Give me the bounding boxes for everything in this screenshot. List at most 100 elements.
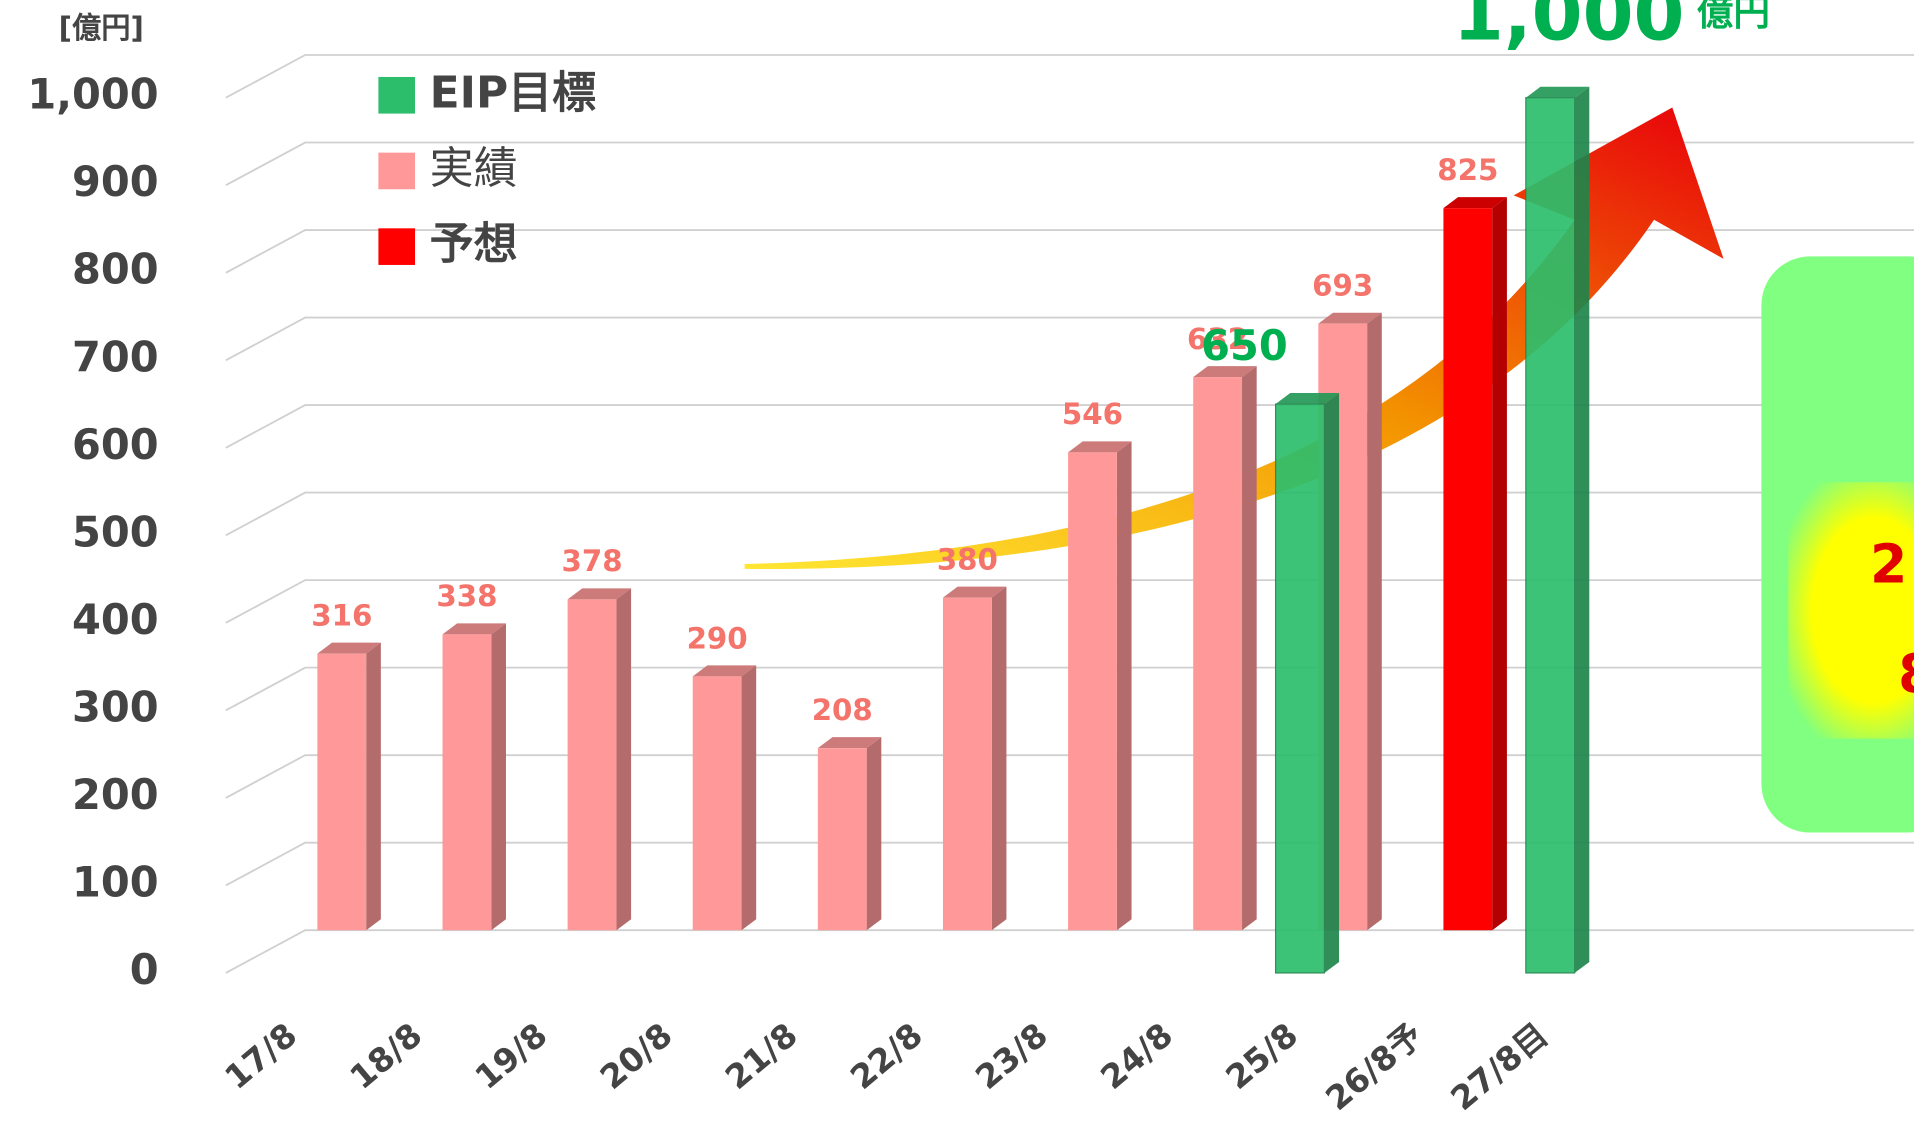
value-unit: 億円: [1697, 0, 1770, 34]
bar-top: [1068, 441, 1132, 453]
bar-top: [1193, 366, 1257, 378]
bar-side: [1324, 393, 1340, 973]
bar: [692, 665, 757, 931]
bar-front: [567, 599, 617, 931]
bar-front: [1068, 452, 1117, 931]
value-label: 380: [937, 543, 998, 577]
legend-label: 実績: [430, 143, 518, 194]
legend-label: 予想: [430, 219, 518, 270]
value-label: 316: [311, 599, 372, 633]
y-tick-label: 1,000: [27, 70, 158, 119]
y-tick-label: 100: [72, 857, 159, 906]
callout-text: 8: [1898, 642, 1914, 705]
grid-line: [225, 929, 1914, 974]
y-tick-label: 200: [72, 770, 159, 819]
legend-swatch: [378, 76, 416, 114]
y-tick-label: 500: [72, 507, 159, 556]
callout-text: 2 0: [1870, 532, 1914, 595]
value-label: 546: [1062, 397, 1123, 431]
x-tick-label: 22/8: [843, 1015, 930, 1097]
bar-front: [817, 748, 867, 931]
bar-top: [1275, 393, 1340, 405]
x-tick-label: 19/8: [467, 1015, 554, 1097]
bar: [1443, 197, 1507, 931]
bar-front: [942, 597, 992, 931]
bar-side: [1242, 366, 1257, 931]
bar-top: [317, 642, 381, 654]
bar-top: [692, 665, 757, 677]
bar-side: [616, 588, 632, 931]
bar: [817, 737, 882, 931]
legend-swatch: [378, 152, 416, 190]
grid-line: [225, 316, 1914, 362]
bar-top: [567, 588, 632, 600]
bar-top: [942, 586, 1007, 598]
bar: [442, 623, 506, 931]
value-label: 208: [812, 693, 873, 727]
value-label: 632: [1187, 322, 1248, 356]
callout-highlight: [1788, 482, 1914, 739]
value-label: 650: [1201, 321, 1288, 370]
y-unit-label: [億円]: [59, 11, 144, 45]
y-tick-label: 0: [130, 945, 159, 994]
value-label: 290: [687, 621, 748, 655]
y-tick-label: 300: [72, 682, 159, 731]
x-tick-label: 25/8: [1218, 1015, 1305, 1097]
x-tick-label: 27/8目: [1443, 1015, 1555, 1118]
grid-line: [225, 54, 1914, 99]
bar: [942, 586, 1007, 931]
y-tick-label: 400: [72, 595, 159, 644]
bar-front: [317, 653, 367, 931]
bar-front: [1274, 403, 1326, 974]
x-tick-label: 17/8: [217, 1015, 304, 1097]
bar-top: [442, 623, 506, 635]
y-tick-label: 700: [72, 332, 159, 381]
bar-top: [817, 737, 882, 749]
bar-side: [991, 586, 1007, 931]
x-tick-label: 18/8: [342, 1015, 429, 1097]
x-tick-label: 23/8: [968, 1015, 1055, 1097]
bar: [567, 588, 632, 931]
value-label: 825: [1437, 153, 1498, 187]
x-tick-label: 21/8: [718, 1015, 805, 1097]
bar-front: [692, 676, 742, 931]
bar-top: [1318, 312, 1382, 324]
bar-front: [1443, 208, 1493, 931]
bar: [1274, 393, 1340, 974]
grid-line: [225, 141, 1914, 187]
x-tick-label: 20/8: [593, 1015, 680, 1097]
value-label: 378: [561, 544, 622, 578]
bar-side: [1574, 86, 1590, 973]
bar: [1068, 441, 1132, 931]
bars: [317, 86, 1590, 974]
bar-front: [1193, 377, 1243, 931]
x-tick-label: 26/8予: [1318, 1015, 1430, 1118]
value-label: 693: [1312, 269, 1373, 303]
grid: 0 100 200 300 400 500 600 700 800 900 1,000: [27, 54, 1914, 994]
y-tick-label: 600: [72, 420, 159, 469]
bar-front: [1525, 97, 1576, 974]
bar-side: [1492, 197, 1507, 931]
bar-top: [1443, 197, 1507, 209]
value-label: 1,000: [1453, 0, 1685, 58]
bar-side: [1116, 441, 1132, 931]
legend-label: EIP目標: [430, 67, 597, 118]
x-tick-label: 24/8: [1093, 1015, 1180, 1097]
bar-side: [866, 737, 882, 931]
y-tick-label: 800: [72, 245, 159, 294]
y-tick-label: 900: [72, 157, 159, 206]
bar-side: [491, 623, 506, 931]
bar: [1193, 366, 1257, 931]
value-label: 338: [436, 579, 497, 613]
legend-swatch: [378, 228, 416, 265]
bar-side: [741, 665, 757, 931]
bar-side: [366, 642, 381, 931]
bar: [317, 642, 381, 931]
bar-side: [1367, 312, 1382, 931]
bar: [1525, 86, 1590, 974]
bar-front: [442, 634, 492, 931]
grid-line: [225, 229, 1914, 274]
bar-top: [1525, 86, 1590, 98]
